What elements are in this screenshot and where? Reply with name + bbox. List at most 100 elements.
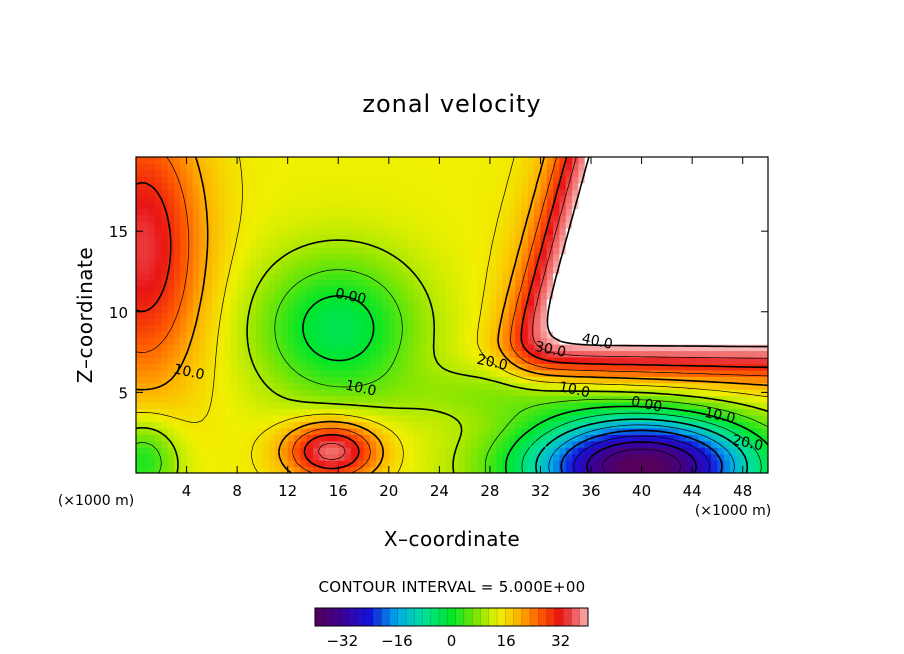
field-cell xyxy=(641,215,649,223)
field-cell xyxy=(470,395,478,403)
field-cell xyxy=(477,215,485,223)
contour-label: 30.0 xyxy=(533,339,567,361)
field-cell xyxy=(458,234,466,242)
field-cell xyxy=(679,176,687,184)
field-cell xyxy=(281,331,289,339)
field-cell xyxy=(294,247,301,255)
field-cell xyxy=(730,408,737,416)
field-cell xyxy=(312,260,320,268)
field-cell xyxy=(603,253,611,261)
contour-label: 0.00 xyxy=(334,286,368,308)
field-cell xyxy=(654,421,662,429)
field-cell xyxy=(407,157,415,165)
field-cell xyxy=(319,202,327,210)
field-cell xyxy=(591,427,598,435)
field-cell xyxy=(319,389,327,397)
field-cell xyxy=(344,350,352,358)
field-cell xyxy=(597,311,605,319)
field-cell xyxy=(154,208,162,216)
field-cell xyxy=(433,292,440,300)
field-cell xyxy=(376,414,384,423)
field-cell xyxy=(591,402,598,410)
field-cell xyxy=(218,157,226,165)
field-cell xyxy=(761,285,768,294)
field-cell xyxy=(388,382,396,390)
field-cell xyxy=(565,356,573,364)
field-cell xyxy=(230,440,238,448)
field-cell xyxy=(331,324,339,332)
field-cell xyxy=(268,382,276,390)
field-cell xyxy=(262,253,270,261)
field-cell xyxy=(666,285,674,294)
field-cell xyxy=(464,247,472,255)
field-cell xyxy=(388,363,396,371)
field-cell xyxy=(319,344,327,352)
field-cell xyxy=(603,427,611,435)
field-cell xyxy=(610,453,617,461)
field-cell xyxy=(154,202,162,210)
field-cell xyxy=(515,395,523,403)
field-cell xyxy=(470,369,478,377)
field-cell xyxy=(647,157,655,165)
field-cell xyxy=(654,247,662,255)
field-cell xyxy=(540,169,548,177)
field-cell xyxy=(262,266,270,274)
field-cell xyxy=(660,389,668,397)
field-cell xyxy=(692,227,700,235)
field-cell xyxy=(616,305,624,313)
field-cell xyxy=(692,240,700,248)
field-cell xyxy=(685,382,693,390)
field-cell xyxy=(698,266,706,274)
field-cell xyxy=(268,285,276,294)
field-cell xyxy=(622,369,630,377)
field-cell xyxy=(161,318,169,326)
field-cell xyxy=(218,285,226,294)
field-cell xyxy=(515,189,523,197)
field-cell xyxy=(338,434,346,442)
field-cell xyxy=(597,202,605,210)
field-cell xyxy=(357,163,365,171)
field-cell xyxy=(502,253,510,261)
field-cell xyxy=(350,285,358,294)
field-cell xyxy=(325,440,333,448)
field-cell xyxy=(312,253,320,261)
field-cell xyxy=(508,169,516,177)
field-cell xyxy=(647,466,655,473)
field-cell xyxy=(433,395,440,403)
field-cell xyxy=(439,189,447,197)
field-cell xyxy=(508,292,516,300)
field-cell xyxy=(591,240,598,248)
field-cell xyxy=(717,234,725,242)
field-cell xyxy=(502,273,510,281)
field-cell xyxy=(287,273,295,281)
field-cell xyxy=(312,163,320,171)
field-cell xyxy=(711,240,719,248)
field-cell xyxy=(635,453,643,461)
field-cell xyxy=(559,318,567,326)
field-cell xyxy=(319,208,327,216)
field-cell xyxy=(319,215,327,223)
field-cell xyxy=(407,253,415,261)
field-cell xyxy=(578,227,586,235)
field-cell xyxy=(755,202,763,210)
field-cell xyxy=(205,292,213,300)
field-cell xyxy=(154,221,162,229)
field-cell xyxy=(755,356,763,364)
field-cell xyxy=(350,227,358,235)
field-cell xyxy=(540,466,548,473)
field-cell xyxy=(287,215,295,223)
field-cell xyxy=(685,234,693,242)
field-cell xyxy=(401,447,409,455)
field-cell xyxy=(173,350,181,358)
field-cell xyxy=(736,305,744,313)
field-cell xyxy=(192,402,200,410)
field-cell xyxy=(363,247,371,255)
field-cell xyxy=(704,421,712,429)
field-cell xyxy=(489,176,497,184)
field-cell xyxy=(420,202,428,210)
field-cell xyxy=(540,324,548,332)
field-cell xyxy=(357,344,365,352)
field-cell xyxy=(249,227,257,235)
field-cell xyxy=(489,460,497,468)
field-cell xyxy=(723,453,731,461)
